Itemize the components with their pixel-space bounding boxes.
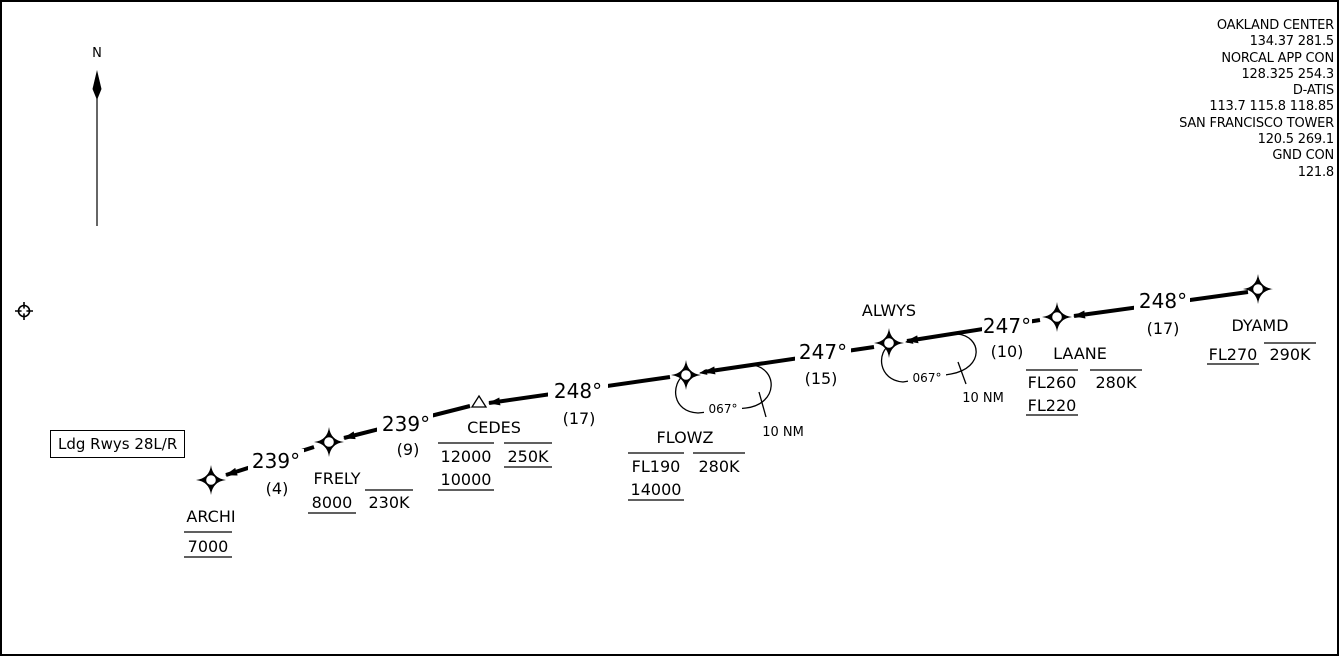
dyamd-altitude-at-or-above: FL270 [1209, 345, 1258, 364]
north-label: N [92, 46, 102, 61]
cedes-speed-at-or-below: 250K [507, 447, 549, 466]
communication-frequencies: OAKLAND CENTER 134.37 281.5 NORCAL APP C… [1179, 18, 1334, 181]
fix-name-laane: LAANE [1053, 344, 1107, 363]
cedes-altitude-at-or-below: 12000 [441, 447, 492, 466]
freq-name-gnd-con: GND CON [1272, 148, 1334, 164]
laane-speed-at-or-below: 280K [1095, 373, 1137, 392]
fix-name-alwys: ALWYS [862, 301, 916, 320]
frely-altitude-at-or-above: 8000 [312, 493, 353, 512]
leg-course-laane-alwys: 247° [983, 314, 1031, 338]
fix-name-dyamd: DYAMD [1231, 316, 1288, 335]
flowz-speed-at-or-below: 280K [698, 457, 740, 476]
waypoint-cedes-icon[interactable] [470, 394, 488, 408]
leg-course-frely-archi: 239° [252, 449, 300, 473]
waypoint-flowz-icon[interactable] [670, 359, 702, 391]
holding-pattern-flowz [675, 364, 772, 418]
leg-distance-cedes-frely: (9) [397, 440, 420, 459]
dyamd-speed-at-or-below: 290K [1269, 345, 1311, 364]
waypoint-laane-icon[interactable] [1041, 301, 1073, 333]
freq-name-sfo-tower: SAN FRANCISCO TOWER [1179, 115, 1334, 131]
freq-name-oakland-center: OAKLAND CENTER [1216, 18, 1334, 33]
waypoint-frely-icon[interactable] [313, 426, 345, 458]
laane-altitude-at-or-above: FL220 [1028, 396, 1077, 415]
waypoint-archi-icon[interactable] [195, 464, 227, 496]
north-arrow: N [92, 46, 102, 226]
leg-distance-frely-archi: (4) [266, 479, 289, 498]
freq-value-sfo-tower: 120.5 269.1 [1257, 132, 1335, 148]
frely-speed-at-or-below: 230K [368, 493, 410, 512]
waypoint-dyamd-icon[interactable] [1242, 273, 1274, 305]
leg-distance-dyamd-laane: (17) [1147, 319, 1180, 338]
laane-altitude-at-or-below: FL260 [1028, 373, 1077, 392]
freq-value-gnd-con: 121.8 [1297, 164, 1334, 180]
hold-distance-alwys: 10 NM [962, 391, 1004, 406]
freq-value-norcal-app-con: 128.325 254.3 [1241, 66, 1334, 82]
leg-distance-flowz-cedes: (17) [563, 409, 596, 428]
leg-distance-laane-alwys: (10) [991, 342, 1024, 361]
fix-name-archi: ARCHI [186, 507, 235, 526]
freq-name-norcal-app-con: NORCAL APP CON [1221, 50, 1334, 66]
waypoint-alwys-icon[interactable] [873, 327, 905, 359]
leg-course-dyamd-laane: 248° [1139, 289, 1187, 313]
leg-course-flowz-cedes: 248° [554, 379, 602, 403]
freq-value-oakland-center: 134.37 281.5 [1249, 34, 1335, 50]
cedes-altitude-at-or-above: 10000 [441, 470, 492, 489]
runway-note: Ldg Rwys 28L/R [50, 430, 186, 458]
fix-name-flowz: FLOWZ [657, 428, 714, 447]
leg-course-alwys-flowz: 247° [799, 340, 847, 364]
airport-reference-icon [15, 302, 33, 320]
freq-name-d-atis: D-ATIS [1292, 83, 1334, 99]
holding-pattern-alwys [880, 333, 977, 385]
hold-course-alwys: 067° [913, 371, 942, 385]
flowz-altitude-at-or-below: FL190 [632, 457, 681, 476]
hold-course-flowz: 067° [709, 402, 738, 416]
flowz-altitude-at-or-above: 14000 [631, 480, 682, 499]
freq-value-d-atis: 113.7 115.8 118.85 [1209, 99, 1334, 115]
leg-distance-alwys-flowz: (15) [805, 369, 838, 388]
fix-name-cedes: CEDES [467, 418, 521, 437]
leg-course-cedes-frely: 239° [382, 412, 430, 436]
fix-name-frely: FRELY [314, 469, 361, 488]
hold-distance-flowz: 10 NM [762, 425, 804, 440]
archi-altitude-at-or-above: 7000 [188, 537, 229, 556]
